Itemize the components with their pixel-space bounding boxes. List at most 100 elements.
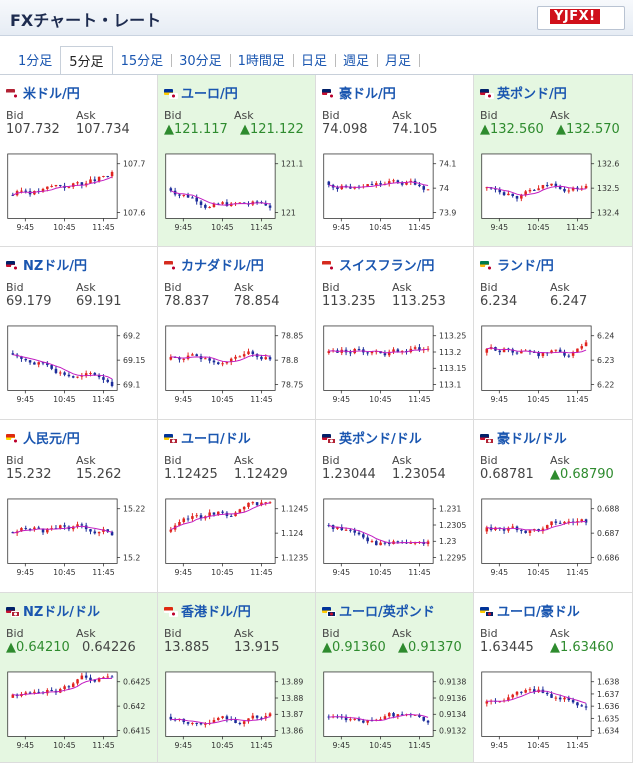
- rate-card[interactable]: 豪ドル/ドル Bid Ask 0.68781 ▲0.68790 0.688 0.687 0.6…: [474, 420, 633, 593]
- rate-card[interactable]: ユーロ/ドル Bid Ask 1.12425 1.12429 1.1245 1.124 1.1…: [158, 420, 316, 593]
- candle-body: [191, 197, 194, 199]
- candle-body: [41, 362, 45, 364]
- tab-0[interactable]: 1分足: [18, 54, 53, 69]
- price-chart[interactable]: 74.1 74 73.9 9:45 10:45 11:45: [322, 152, 472, 237]
- pair-link[interactable]: NZドル/円: [6, 255, 87, 274]
- pair-link[interactable]: 英ポンド/円: [480, 83, 567, 102]
- tab-3[interactable]: 30分足: [171, 46, 231, 74]
- candle-body: [46, 363, 49, 366]
- bid-value: 15.232: [6, 467, 52, 482]
- tab-1[interactable]: 5分足: [60, 46, 113, 75]
- pair-link[interactable]: 米ドル/円: [6, 83, 80, 102]
- x-tick-label: 11:45: [566, 741, 589, 750]
- price-chart[interactable]: 0.688 0.687 0.686 9:45 10:45 11:45: [480, 497, 630, 582]
- rate-card[interactable]: 英ポンド/ドル Bid Ask 1.23044 1.23054 1.231 1.2305 1.…: [316, 420, 474, 593]
- candle-body: [413, 714, 417, 716]
- pair-link[interactable]: ユーロ/ドル: [164, 428, 251, 447]
- rate-card[interactable]: 香港ドル/円 Bid Ask 13.885 13.915 13.89 13.88 13.87 1…: [158, 593, 316, 763]
- y-tick-label: 69.15: [123, 356, 145, 365]
- tab-5[interactable]: 日足: [293, 46, 336, 74]
- x-tick-label: 9:45: [175, 223, 193, 232]
- pair-link[interactable]: 香港ドル/円: [164, 601, 251, 620]
- candle-body: [528, 189, 532, 192]
- tab-7[interactable]: 月足: [377, 46, 421, 74]
- candle-body: [502, 348, 506, 353]
- rate-card[interactable]: 英ポンド/円 Bid Ask ▲132.560 ▲132.570 132.6 132.5 13…: [474, 75, 633, 247]
- candle-body: [71, 183, 75, 187]
- candle-body: [33, 527, 36, 530]
- candle-body: [520, 195, 523, 199]
- bid-label: Bid: [164, 454, 182, 467]
- rate-card[interactable]: スイスフラン/円 Bid Ask 113.235 113.253 113.25 113.2 1…: [316, 247, 474, 420]
- pair-link[interactable]: ユーロ/豪ドル: [480, 601, 580, 620]
- price-chart[interactable]: 113.25 113.2 113.15 113.1 9:45 10:45 11:45: [322, 324, 472, 409]
- price-chart[interactable]: 132.6 132.5 132.4 9:45 10:45 11:45: [480, 152, 630, 237]
- candle-body: [169, 188, 173, 191]
- price-chart[interactable]: 69.2 69.15 69.1 9:45 10:45 11:45: [6, 324, 156, 409]
- pair-link[interactable]: 豪ドル/ドル: [480, 428, 567, 447]
- rate-card[interactable]: ユーロ/英ポンド Bid Ask ▲0.91360 ▲0.91370 0.9138 0.91…: [316, 593, 474, 763]
- price-chart[interactable]: 0.6425 0.642 0.6415 9:45 10:45 11:45: [6, 670, 156, 755]
- rate-card[interactable]: 豪ドル/円 Bid Ask 74.098 74.105 74.1 74 73.9 9:45 10:…: [316, 75, 474, 247]
- pair-link[interactable]: 人民元/円: [6, 428, 80, 447]
- candle-body: [533, 189, 536, 191]
- yjfx-logo[interactable]: YJFX!: [537, 6, 625, 30]
- y-tick-label: 107.6: [123, 209, 145, 218]
- tab-2[interactable]: 15分足: [113, 46, 172, 74]
- rate-card[interactable]: ユーロ/円 Bid Ask ▲121.117 ▲121.122 121.1 121 9:45 1…: [158, 75, 316, 247]
- candle-body: [255, 201, 259, 203]
- price-chart[interactable]: 15.22 15.2 9:45 10:45 11:45: [6, 497, 156, 582]
- bid-value: ▲0.91360: [322, 640, 386, 655]
- pair-link[interactable]: スイスフラン/円: [322, 255, 434, 274]
- price-chart[interactable]: 6.24 6.23 6.22 9:45 10:45 11:45: [480, 324, 630, 409]
- rate-card[interactable]: 米ドル/円 Bid Ask 107.732 107.734 107.7 107.6 9:45 1…: [0, 75, 158, 247]
- tab-4[interactable]: 1時間足: [230, 46, 295, 74]
- pair-link[interactable]: ランド/円: [480, 255, 554, 274]
- x-tick-label: 11:45: [250, 741, 273, 750]
- price-chart[interactable]: 1.231 1.2305 1.23 1.2295 9:45 10:45 11:45: [322, 497, 472, 582]
- moving-average-line: [486, 347, 587, 354]
- pair-link[interactable]: ユーロ/円: [164, 83, 238, 102]
- rate-card[interactable]: NZドル/ドル Bid Ask ▲0.64210 0.64226 0.6425 0.642 0…: [0, 593, 158, 763]
- rate-card[interactable]: 人民元/円 Bid Ask 15.232 15.262 15.22 15.2 9:45 10:4…: [0, 420, 158, 593]
- candle-body: [554, 697, 558, 699]
- pair-link[interactable]: カナダドル/円: [164, 255, 264, 274]
- pair-link[interactable]: ユーロ/英ポンド: [322, 601, 435, 620]
- pair-link[interactable]: 英ポンド/ドル: [322, 428, 422, 447]
- rate-card[interactable]: ランド/円 Bid Ask 6.234 6.247 6.24 6.23 6.22 9:45 10:…: [474, 247, 633, 420]
- candle-body: [229, 358, 233, 362]
- candle-body: [571, 352, 575, 356]
- candle-body: [349, 719, 352, 721]
- rate-card[interactable]: カナダドル/円 Bid Ask 78.837 78.854 78.85 78.8 78.75 9…: [158, 247, 316, 420]
- candle-body: [362, 720, 365, 723]
- candle-body: [400, 182, 404, 185]
- candle-body: [24, 190, 28, 192]
- y-tick-label: 1.638: [597, 678, 619, 687]
- candle-body: [550, 694, 553, 698]
- candle-body: [41, 188, 45, 192]
- rate-card[interactable]: NZドル/円 Bid Ask 69.179 69.191 69.2 69.15 69.1 9:4…: [0, 247, 158, 420]
- candle-body: [50, 365, 53, 369]
- candle-body: [89, 179, 92, 184]
- tab-6[interactable]: 週足: [335, 46, 378, 74]
- price-chart[interactable]: 1.638 1.637 1.636 1.635 1.634 9:45 10:45 11:45: [480, 670, 630, 755]
- price-chart[interactable]: 107.7 107.6 9:45 10:45 11:45: [6, 152, 156, 237]
- candle-body: [392, 349, 395, 352]
- price-chart[interactable]: 13.89 13.88 13.87 13.86 9:45 10:45 11:45: [164, 670, 314, 755]
- moving-average-line: [328, 348, 429, 354]
- ask-label: Ask: [392, 627, 412, 640]
- candle-body: [33, 362, 36, 365]
- pair-name: 英ポンド/ドル: [339, 432, 422, 447]
- price-chart[interactable]: 0.9138 0.9136 0.9134 0.9132 9:45 10:45 11:45: [322, 670, 472, 755]
- y-tick-label: 69.2: [123, 332, 140, 341]
- price-chart[interactable]: 78.85 78.8 78.75 9:45 10:45 11:45: [164, 324, 314, 409]
- price-chart[interactable]: 1.1245 1.124 1.1235 9:45 10:45 11:45: [164, 497, 314, 582]
- rate-card[interactable]: ユーロ/豪ドル Bid Ask 1.63445 ▲1.63460 1.638 1.637 1.…: [474, 593, 633, 763]
- candle-body: [494, 527, 497, 530]
- pair-link[interactable]: 豪ドル/円: [322, 83, 396, 102]
- y-tick-label: 0.9136: [439, 694, 466, 703]
- pair-link[interactable]: NZドル/ドル: [6, 601, 100, 620]
- candle-body: [11, 353, 15, 355]
- x-tick-label: 9:45: [491, 568, 509, 577]
- price-chart[interactable]: 121.1 121 9:45 10:45 11:45: [164, 152, 314, 237]
